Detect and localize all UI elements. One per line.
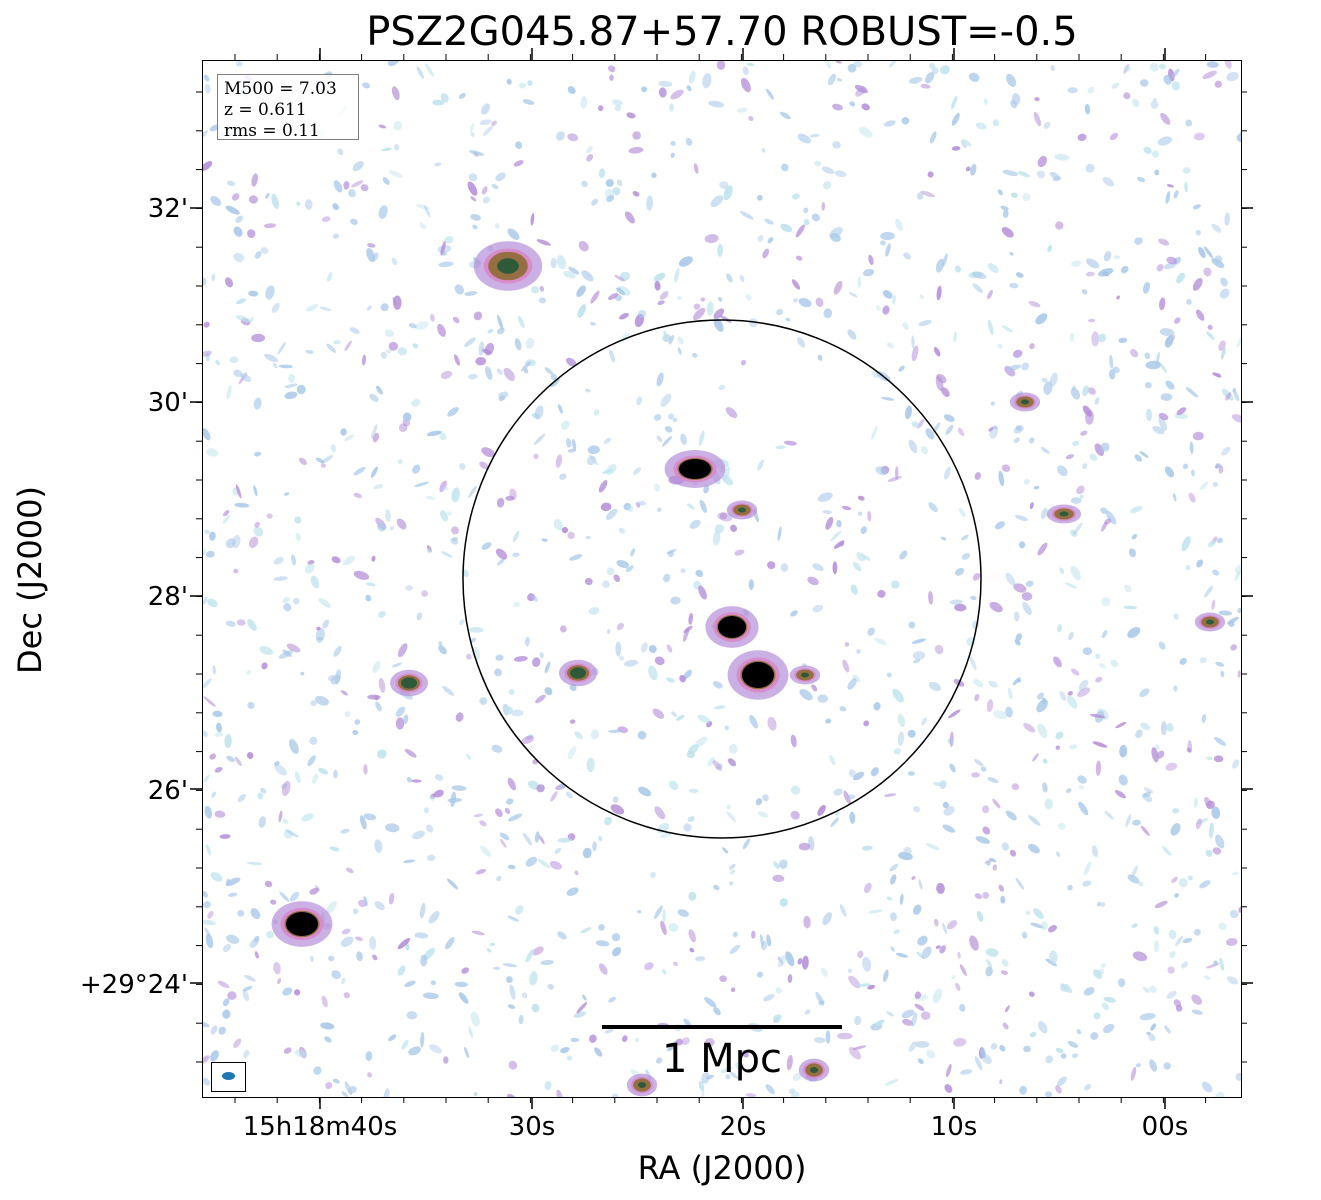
y-tick-label: +29°24': [79, 970, 188, 1000]
x-tick-label: 30s: [508, 1112, 556, 1142]
x-tick-label: 10s: [930, 1112, 978, 1142]
x-tick-label: 20s: [719, 1112, 767, 1142]
plot-title: PSZ2G045.87+57.70 ROBUST=-0.5: [366, 9, 1078, 55]
scale-bar: [602, 1025, 842, 1029]
radio-map-svg: [202, 60, 1242, 1098]
x-tick-label: 15h18m40s: [242, 1112, 398, 1142]
scale-bar-label: 1 Mpc: [661, 1036, 783, 1082]
rms-value: rms = 0.11: [224, 121, 320, 141]
y-tick-label: 26': [147, 776, 188, 806]
beam-ellipse: [222, 1072, 235, 1080]
x-tick-label: 00s: [1141, 1112, 1189, 1142]
cluster-r500-circle: [462, 319, 982, 839]
y-tick-label: 28': [147, 582, 188, 612]
y-tick-label: 30': [147, 388, 188, 418]
noise-layer: [202, 60, 1242, 1098]
beam-box: [211, 1062, 246, 1092]
m500-value: M500 = 7.03: [224, 79, 337, 99]
radio-sources: [271, 241, 1226, 1097]
x-axis-title: RA (J2000): [637, 1149, 807, 1187]
y-axis-title: Dec (J2000): [11, 486, 49, 674]
y-tick-label: 32': [147, 194, 188, 224]
redshift-value: z = 0.611: [224, 100, 307, 120]
cluster-info-box: M500 = 7.03 z = 0.611 rms = 0.11: [217, 74, 359, 141]
radio-map-image: [202, 60, 1242, 1098]
